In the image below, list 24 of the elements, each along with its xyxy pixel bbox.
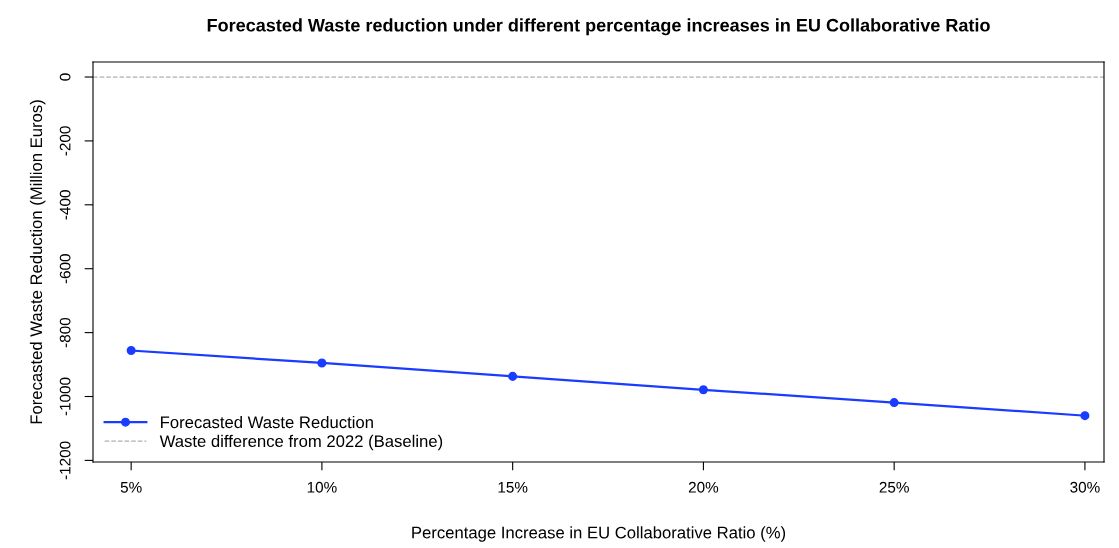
- y-tick-label: -600: [59, 254, 71, 284]
- y-tick-label: 0: [59, 73, 71, 81]
- point: [1080, 411, 1090, 421]
- y-axis-title: Forecasted Waste Reduction (Million Euros): [29, 100, 46, 424]
- legend-label: Forecasted Waste Reduction: [161, 415, 373, 429]
- y-tick-label: -200: [59, 126, 71, 156]
- x-tick-label: 30%: [1070, 481, 1100, 493]
- legend-label: Waste difference from 2022 (Baseline): [159, 434, 443, 451]
- y-tick-label: -800: [59, 317, 71, 348]
- y-tick-label: -1200: [59, 441, 71, 480]
- chart-title: Forecasted Waste reduction under different percentage increases in EU Collaborative Ratio: [207, 18, 990, 36]
- x-axis-title: Percentage Increase in EU Collaborative Ratio (%): [412, 526, 786, 542]
- x-tick-label: 10%: [307, 481, 337, 493]
- y-tick-label: -400: [59, 190, 71, 220]
- x-tick-label: 5%: [120, 481, 142, 493]
- point: [126, 345, 136, 356]
- point: [889, 398, 899, 408]
- point: [508, 371, 518, 381]
- point: [698, 385, 708, 395]
- y-tick-label: -1000: [59, 377, 71, 416]
- x-tick-label: 15%: [498, 481, 528, 493]
- point: [317, 358, 327, 368]
- x-tick-label: 25%: [879, 481, 909, 493]
- x-tick-label: 20%: [688, 481, 719, 493]
